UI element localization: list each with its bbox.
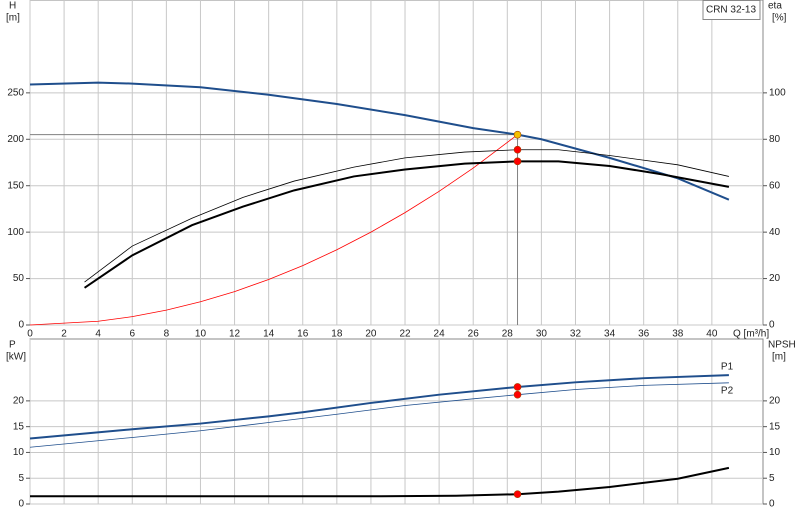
y2-axis-label: eta [768,1,782,12]
y2-tick-label: 100 [769,87,786,98]
x-tick-label: 28 [502,329,514,340]
series-label: P2 [721,385,734,396]
y-tick-label: 150 [7,180,24,191]
y2-tick-label: 0 [769,499,775,510]
x-tick-label: 20 [365,329,377,340]
x-axis-label: Q [m³/h] [733,329,769,340]
y2-tick-label: 20 [769,273,781,284]
y-tick-label: 100 [7,227,24,238]
operating-point [513,390,522,399]
x-tick-label: 22 [399,329,411,340]
series-label: P1 [721,362,734,373]
curve [83,160,730,289]
y-tick-label: 50 [13,273,25,284]
y2-tick-label: 0 [769,320,775,331]
operating-point [513,145,522,154]
x-tick-label: 36 [638,329,650,340]
y-axis-unit: [kW] [6,352,26,363]
y-axis-label: P [9,340,16,351]
curve [84,149,729,283]
y2-tick-label: 40 [769,227,781,238]
y-tick-label: 0 [18,320,24,331]
y2-axis-label: NPSH [768,340,796,351]
y2-tick-label: 20 [769,396,781,407]
y2-axis-unit: [%] [772,13,787,24]
x-tick-label: 2 [61,329,67,340]
y2-axis-unit: [m] [772,352,786,363]
x-tick-label: 34 [604,329,616,340]
x-tick-label: 10 [195,329,207,340]
y-tick-label: 200 [7,134,24,145]
x-tick-label: 4 [95,329,101,340]
legend-box [702,0,761,20]
x-tick-label: 6 [129,329,135,340]
y-tick-label: 20 [13,396,25,407]
curve [29,374,729,440]
y2-tick-label: 15 [769,421,781,432]
x-tick-label: 38 [672,329,684,340]
x-tick-label: 26 [468,329,480,340]
x-tick-label: 14 [263,329,275,340]
x-tick-label: 8 [164,329,170,340]
y2-tick-label: 60 [769,180,781,191]
curve [29,382,729,448]
y2-tick-label: 80 [769,134,781,145]
y-tick-label: 0 [18,499,24,510]
x-tick-label: 32 [570,329,582,340]
x-tick-label: 0 [27,329,33,340]
operating-point [513,157,522,166]
operating-point [513,490,522,499]
plot-area [29,0,764,326]
y-tick-label: 250 [7,87,24,98]
y2-tick-label: 10 [769,447,781,458]
curve [29,81,730,201]
x-tick-label: 16 [297,329,309,340]
x-tick-label: 30 [536,329,548,340]
y-tick-label: 5 [18,473,24,484]
x-tick-label: 12 [229,329,241,340]
y-axis-label: H [9,1,16,12]
x-tick-label: 18 [331,329,343,340]
plot-area [29,338,764,505]
y2-tick-label: 5 [769,473,775,484]
x-tick-label: 40 [706,329,718,340]
curve [29,134,518,326]
y-tick-label: 10 [13,447,25,458]
legend-text: CRN 32-13 [706,5,756,16]
operating-point [513,383,522,391]
y-axis-unit: [m] [6,13,20,24]
y-tick-label: 15 [13,421,25,432]
x-tick-label: 24 [434,329,446,340]
operating-point [513,130,522,139]
